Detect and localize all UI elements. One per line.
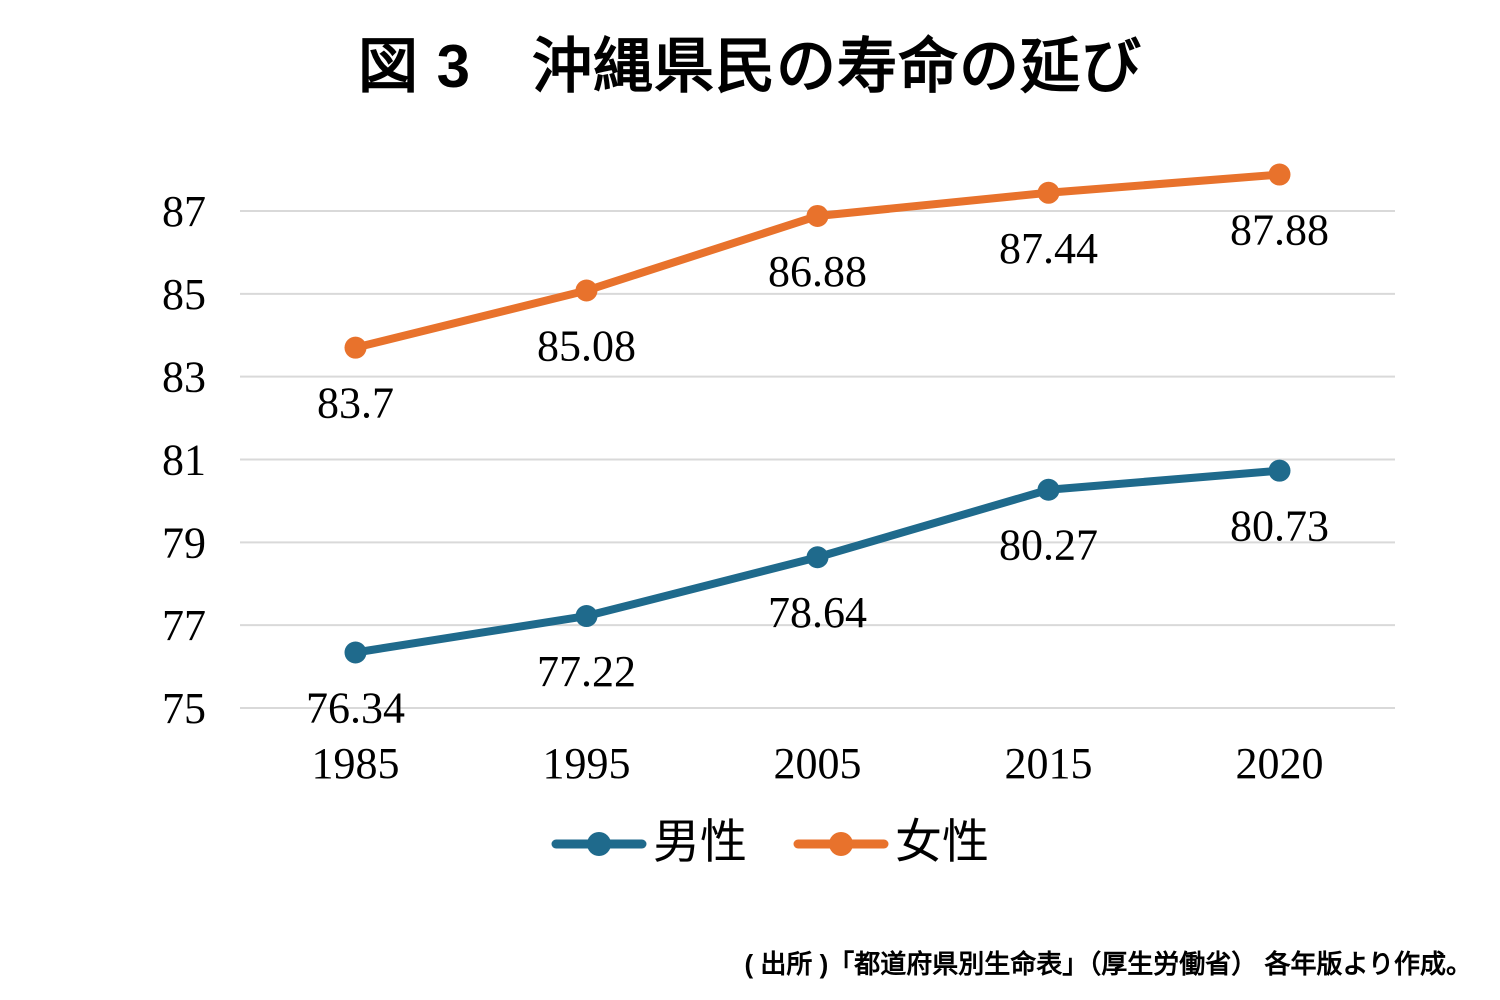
- x-axis-tick-label-2015: 2015: [1005, 739, 1093, 788]
- female-legend-marker-icon: [793, 831, 889, 856]
- x-axis-tick-label-1995: 1995: [543, 739, 631, 788]
- female-legend-label: 女性: [895, 817, 989, 869]
- y-axis-tick-label-85: 85: [162, 270, 206, 319]
- male-legend-label: 男性: [653, 817, 747, 869]
- male-legend-marker-icon: [551, 831, 647, 856]
- female-data-point-2015: [1037, 181, 1060, 204]
- legend-item-female: 女性: [793, 820, 989, 867]
- y-axis-tick-label-75: 75: [162, 684, 206, 733]
- y-axis-tick-label-77: 77: [162, 601, 206, 650]
- male-data-label-1995: 77.22: [537, 647, 636, 696]
- female-data-point-1995: [575, 279, 598, 302]
- female-data-point-1985: [344, 336, 367, 359]
- female-data-label-2005: 86.88: [768, 247, 867, 296]
- male-data-label-2020: 80.73: [1230, 502, 1329, 551]
- male-data-point-1985: [344, 641, 367, 664]
- legend-item-male: 男性: [551, 820, 747, 867]
- x-axis-tick-label-1985: 1985: [312, 739, 400, 788]
- y-axis-tick-label-81: 81: [162, 436, 206, 485]
- chart-legend: 男性 女性: [70, 820, 1470, 867]
- female-data-point-2020: [1268, 163, 1291, 186]
- y-axis-tick-label-79: 79: [162, 518, 206, 567]
- female-data-label-2015: 87.44: [999, 224, 1098, 273]
- female-data-point-2005: [806, 204, 829, 227]
- y-axis-tick-label-87: 87: [162, 187, 206, 236]
- male-data-label-2015: 80.27: [999, 521, 1098, 570]
- male-data-point-2005: [806, 546, 829, 569]
- female-data-label-1995: 85.08: [537, 322, 636, 371]
- male-data-point-2015: [1037, 478, 1060, 501]
- female-data-label-2020: 87.88: [1230, 206, 1329, 255]
- male-data-point-1995: [575, 605, 598, 628]
- x-axis-tick-label-2005: 2005: [774, 739, 862, 788]
- male-data-label-2005: 78.64: [768, 588, 867, 637]
- male-data-label-1985: 76.34: [306, 684, 405, 733]
- male-data-point-2020: [1268, 459, 1291, 482]
- source-note: ( 出所 )「都道府県別生命表」（厚生労働省） 各年版より作成。: [744, 949, 1472, 979]
- female-data-label-1985: 83.7: [317, 379, 394, 428]
- chart-title: 図 3 沖縄県民の寿命の延び: [357, 33, 1143, 100]
- x-axis-tick-label-2020: 2020: [1236, 739, 1324, 788]
- y-axis-tick-label-83: 83: [162, 353, 206, 402]
